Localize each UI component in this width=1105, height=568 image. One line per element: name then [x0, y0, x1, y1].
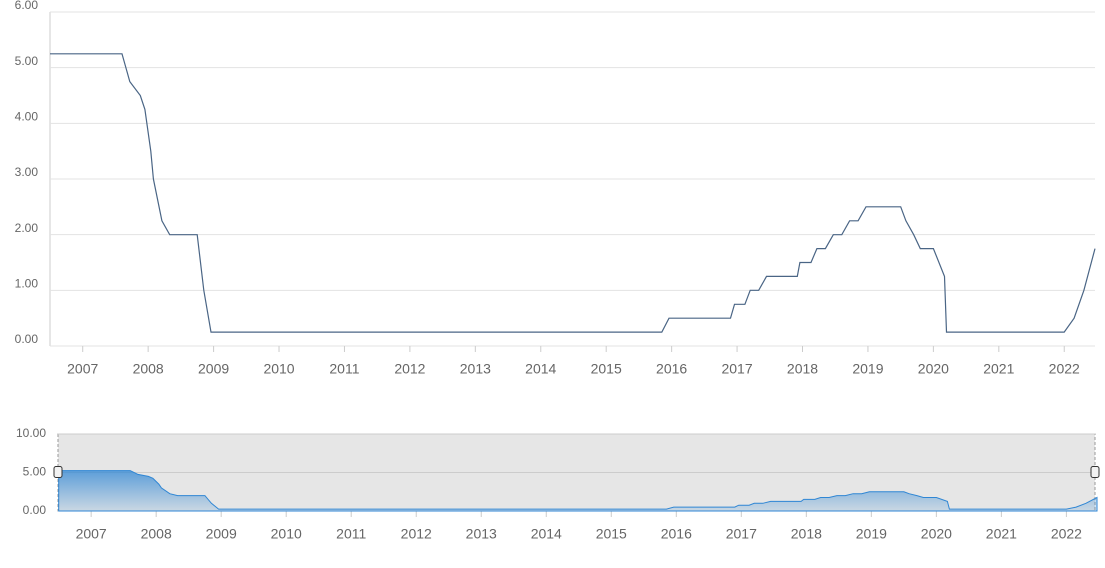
- x-tick-label: 2019: [856, 526, 887, 542]
- y-tick-label: 4.00: [15, 110, 39, 124]
- y-tick-label: 2.00: [15, 221, 39, 235]
- y-tick-label: 10.00: [16, 426, 46, 440]
- x-tick-label: 2021: [983, 361, 1014, 377]
- x-tick-label: 2013: [466, 526, 497, 542]
- x-tick-label: 2016: [661, 526, 692, 542]
- x-tick-label: 2017: [721, 361, 752, 377]
- y-tick-label: 0.00: [23, 503, 47, 517]
- y-tick-label: 0.00: [15, 332, 39, 346]
- x-tick-label: 2010: [271, 526, 302, 542]
- x-tick-label: 2010: [263, 361, 294, 377]
- x-tick-label: 2007: [67, 361, 98, 377]
- y-tick-label: 5.00: [23, 465, 47, 479]
- navigator-handle[interactable]: [53, 466, 63, 478]
- x-tick-label: 2007: [76, 526, 107, 542]
- y-tick-label: 6.00: [15, 0, 39, 12]
- x-tick-label: 2015: [596, 526, 627, 542]
- y-tick-label: 3.00: [15, 165, 39, 179]
- x-tick-label: 2014: [531, 526, 562, 542]
- x-tick-label: 2008: [141, 526, 172, 542]
- x-tick-label: 2016: [656, 361, 687, 377]
- x-tick-label: 2008: [133, 361, 164, 377]
- x-tick-label: 2011: [336, 526, 366, 542]
- line: [50, 53, 1096, 333]
- x-tick-label: 2020: [921, 526, 952, 542]
- x-tick-label: 2012: [394, 361, 425, 377]
- x-tick-label: 2009: [198, 361, 229, 377]
- x-tick-label: 2022: [1051, 526, 1082, 542]
- x-tick-label: 2019: [852, 361, 883, 377]
- y-tick-label: 1.00: [15, 277, 39, 291]
- x-tick-label: 2012: [401, 526, 432, 542]
- y-tick-label: 5.00: [15, 54, 39, 68]
- x-tick-label: 2013: [460, 361, 491, 377]
- x-tick-label: 2017: [726, 526, 757, 542]
- x-tick-label: 2022: [1049, 361, 1080, 377]
- x-tick-label: 2018: [791, 526, 822, 542]
- x-tick-label: 2009: [206, 526, 237, 542]
- x-tick-label: 2018: [787, 361, 818, 377]
- x-tick-label: 2011: [329, 361, 359, 377]
- x-tick-label: 2021: [986, 526, 1017, 542]
- x-tick-label: 2020: [918, 361, 949, 377]
- x-tick-label: 2014: [525, 361, 556, 377]
- area: [58, 470, 1098, 512]
- x-tick-label: 2015: [591, 361, 622, 377]
- navigator-handle[interactable]: [1090, 466, 1100, 478]
